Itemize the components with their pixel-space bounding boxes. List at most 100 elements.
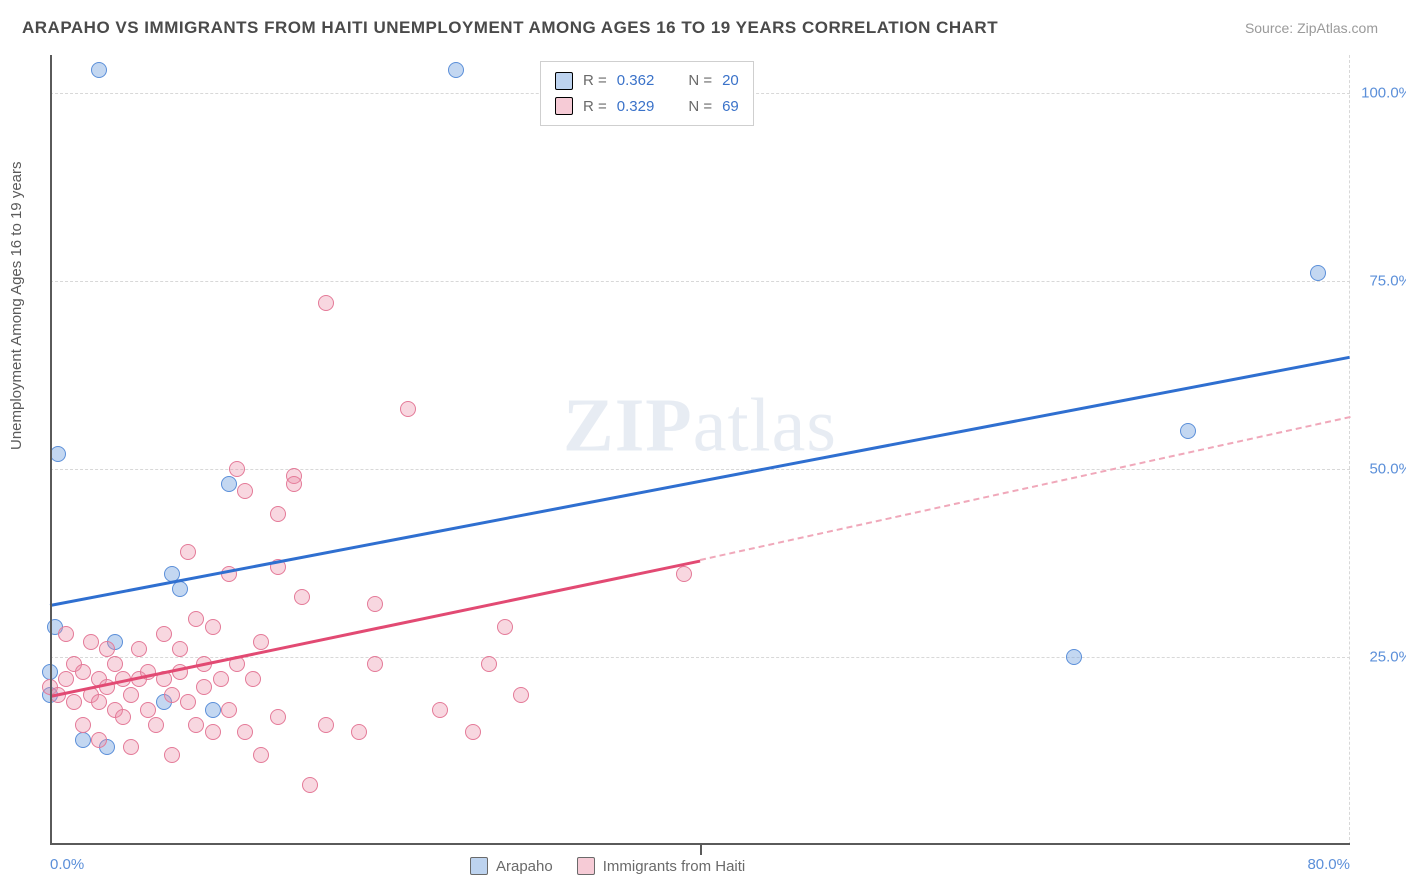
legend-r-value: 0.362 xyxy=(617,68,655,94)
legend-series-item: Arapaho xyxy=(470,857,553,875)
scatter-point-haiti xyxy=(318,717,334,733)
scatter-point-haiti xyxy=(66,694,82,710)
legend-swatch xyxy=(555,97,573,115)
scatter-point-arapaho xyxy=(1180,423,1196,439)
legend-correlation-row: R = 0.329 N = 69 xyxy=(555,94,739,120)
scatter-point-haiti xyxy=(676,566,692,582)
scatter-point-haiti xyxy=(91,732,107,748)
legend-n-label: N = xyxy=(688,68,712,94)
scatter-point-haiti xyxy=(465,724,481,740)
scatter-point-haiti xyxy=(513,687,529,703)
scatter-point-haiti xyxy=(164,687,180,703)
scatter-point-haiti xyxy=(221,702,237,718)
legend-r-value: 0.329 xyxy=(617,94,655,120)
scatter-point-haiti xyxy=(188,611,204,627)
source-attribution: Source: ZipAtlas.com xyxy=(1245,20,1378,36)
scatter-point-haiti xyxy=(180,544,196,560)
scatter-point-haiti xyxy=(115,709,131,725)
y-axis-label: Unemployment Among Ages 16 to 19 years xyxy=(8,161,25,450)
legend-r-label: R = xyxy=(583,94,607,120)
gridline-horizontal xyxy=(50,281,1350,282)
legend-swatch xyxy=(555,72,573,90)
legend-series-item: Immigrants from Haiti xyxy=(577,857,746,875)
scatter-point-haiti xyxy=(148,717,164,733)
legend-series-label: Immigrants from Haiti xyxy=(603,858,746,875)
trendline-arapaho xyxy=(50,356,1350,607)
scatter-point-haiti xyxy=(367,596,383,612)
scatter-point-arapaho xyxy=(75,732,91,748)
scatter-point-haiti xyxy=(107,656,123,672)
scatter-point-haiti xyxy=(213,671,229,687)
chart-plot-area: 25.0%50.0%75.0%100.0%0.0%80.0% ZIPatlas … xyxy=(50,55,1350,845)
scatter-point-haiti xyxy=(123,687,139,703)
scatter-point-haiti xyxy=(140,702,156,718)
scatter-point-haiti xyxy=(318,295,334,311)
scatter-point-haiti xyxy=(302,777,318,793)
scatter-point-arapaho xyxy=(448,62,464,78)
trendline-haiti-extrapolated xyxy=(700,416,1350,561)
y-tick-label: 100.0% xyxy=(1352,84,1406,101)
gridline-vertical xyxy=(1349,55,1350,845)
scatter-point-haiti xyxy=(131,641,147,657)
scatter-point-haiti xyxy=(188,717,204,733)
x-tick-label: 80.0% xyxy=(1307,856,1350,873)
gridline-horizontal xyxy=(50,469,1350,470)
scatter-point-arapaho xyxy=(91,62,107,78)
legend-r-label: R = xyxy=(583,68,607,94)
legend-n-value: 20 xyxy=(722,68,739,94)
scatter-point-haiti xyxy=(497,619,513,635)
scatter-point-haiti xyxy=(245,671,261,687)
scatter-point-haiti xyxy=(367,656,383,672)
scatter-point-haiti xyxy=(205,619,221,635)
x-axis-line xyxy=(50,843,1350,845)
scatter-point-haiti xyxy=(432,702,448,718)
x-tick-mark xyxy=(700,845,702,855)
scatter-point-haiti xyxy=(400,401,416,417)
scatter-point-haiti xyxy=(172,641,188,657)
scatter-point-haiti xyxy=(180,694,196,710)
scatter-point-haiti xyxy=(164,747,180,763)
scatter-point-haiti xyxy=(270,506,286,522)
scatter-point-haiti xyxy=(253,634,269,650)
scatter-point-haiti xyxy=(91,694,107,710)
y-tick-label: 50.0% xyxy=(1352,460,1406,477)
legend-n-label: N = xyxy=(688,94,712,120)
scatter-point-haiti xyxy=(99,641,115,657)
legend-series-label: Arapaho xyxy=(496,858,553,875)
chart-title: ARAPAHO VS IMMIGRANTS FROM HAITI UNEMPLO… xyxy=(22,18,998,38)
scatter-point-haiti xyxy=(481,656,497,672)
scatter-point-haiti xyxy=(58,626,74,642)
y-tick-label: 25.0% xyxy=(1352,648,1406,665)
scatter-point-arapaho xyxy=(221,476,237,492)
legend-swatch xyxy=(470,857,488,875)
legend-n-value: 69 xyxy=(722,94,739,120)
correlation-legend: R = 0.362 N = 20 R = 0.329 N = 69 xyxy=(540,61,754,126)
scatter-point-arapaho xyxy=(205,702,221,718)
scatter-point-haiti xyxy=(123,739,139,755)
scatter-point-haiti xyxy=(253,747,269,763)
scatter-point-haiti xyxy=(229,461,245,477)
scatter-point-arapaho xyxy=(50,446,66,462)
scatter-point-haiti xyxy=(196,679,212,695)
scatter-point-haiti xyxy=(294,589,310,605)
scatter-point-haiti xyxy=(237,724,253,740)
legend-correlation-row: R = 0.362 N = 20 xyxy=(555,68,739,94)
scatter-point-arapaho xyxy=(172,581,188,597)
scatter-point-haiti xyxy=(156,626,172,642)
scatter-point-arapaho xyxy=(1310,265,1326,281)
scatter-point-haiti xyxy=(58,671,74,687)
scatter-point-haiti xyxy=(205,724,221,740)
scatter-point-haiti xyxy=(237,483,253,499)
y-axis-line xyxy=(50,55,52,845)
scatter-point-haiti xyxy=(75,664,91,680)
scatter-point-haiti xyxy=(83,634,99,650)
scatter-point-haiti xyxy=(286,476,302,492)
gridline-horizontal xyxy=(50,657,1350,658)
scatter-point-haiti xyxy=(351,724,367,740)
scatter-point-arapaho xyxy=(1066,649,1082,665)
x-tick-label: 0.0% xyxy=(50,856,84,873)
legend-swatch xyxy=(577,857,595,875)
scatter-point-haiti xyxy=(75,717,91,733)
trendline-haiti xyxy=(50,559,701,697)
series-legend: Arapaho Immigrants from Haiti xyxy=(470,857,745,875)
